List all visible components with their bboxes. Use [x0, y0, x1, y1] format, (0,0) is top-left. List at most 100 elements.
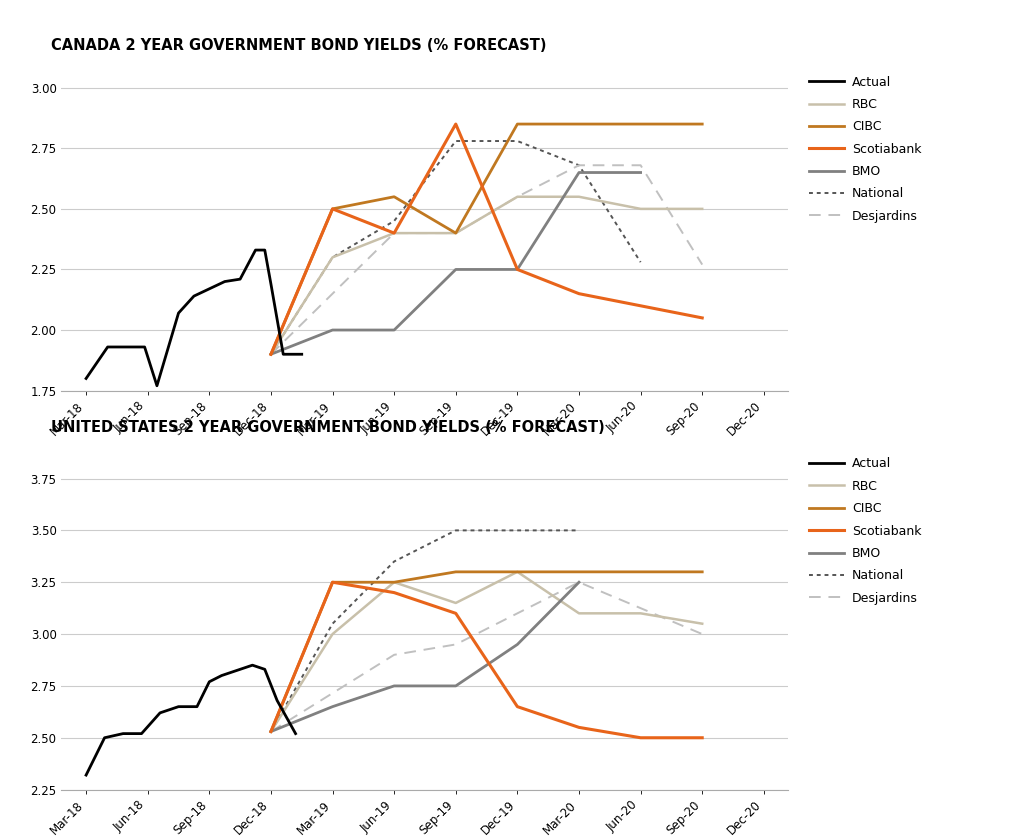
Desjardins	[450, 228, 462, 238]
Line: CIBC: CIBC	[271, 572, 702, 732]
RBC	[511, 567, 523, 577]
Desjardins	[450, 639, 462, 649]
Scotiabank	[572, 722, 585, 732]
BMO	[511, 265, 523, 275]
CIBC	[696, 119, 709, 129]
Actual	[101, 342, 114, 352]
CIBC	[635, 567, 647, 577]
BMO	[572, 167, 585, 177]
RBC	[450, 598, 462, 608]
Desjardins	[511, 192, 523, 202]
Actual	[172, 308, 184, 318]
Actual	[290, 728, 302, 738]
BMO	[265, 727, 278, 737]
CIBC	[265, 349, 278, 360]
National	[572, 525, 585, 535]
Actual	[172, 701, 184, 711]
Desjardins	[572, 160, 585, 171]
Scotiabank	[265, 727, 278, 737]
Scotiabank	[511, 701, 523, 711]
BMO	[450, 681, 462, 691]
RBC	[327, 629, 339, 639]
Line: BMO: BMO	[271, 582, 579, 732]
National	[388, 216, 400, 226]
CIBC	[388, 577, 400, 587]
BMO	[635, 167, 647, 177]
RBC	[572, 608, 585, 618]
Line: Desjardins: Desjardins	[271, 165, 702, 354]
Scotiabank	[327, 204, 339, 214]
Actual	[203, 677, 215, 687]
Line: Actual: Actual	[86, 250, 302, 386]
RBC	[572, 192, 585, 202]
Actual	[265, 279, 278, 289]
Actual	[247, 660, 259, 670]
RBC	[388, 577, 400, 587]
RBC	[696, 618, 709, 628]
RBC	[511, 192, 523, 202]
RBC	[450, 228, 462, 238]
Desjardins	[635, 160, 647, 171]
RBC	[635, 204, 647, 214]
BMO	[265, 349, 278, 360]
Scotiabank	[450, 608, 462, 618]
Scotiabank	[450, 119, 462, 129]
National	[265, 727, 278, 737]
Actual	[138, 342, 151, 352]
Legend: Actual, RBC, CIBC, Scotiabank, BMO, National, Desjardins: Actual, RBC, CIBC, Scotiabank, BMO, Nati…	[809, 458, 922, 605]
National	[572, 160, 585, 171]
CIBC	[450, 567, 462, 577]
Actual	[187, 291, 200, 301]
Line: Scotiabank: Scotiabank	[271, 582, 702, 738]
CIBC	[327, 204, 339, 214]
Line: Actual: Actual	[86, 665, 296, 775]
BMO	[572, 577, 585, 587]
Scotiabank	[635, 732, 647, 743]
Legend: Actual, RBC, CIBC, Scotiabank, BMO, National, Desjardins: Actual, RBC, CIBC, Scotiabank, BMO, Nati…	[809, 76, 922, 223]
RBC	[265, 727, 278, 737]
CIBC	[572, 119, 585, 129]
Actual	[120, 342, 132, 352]
Scotiabank	[388, 587, 400, 597]
Desjardins	[572, 577, 585, 587]
CIBC	[511, 567, 523, 577]
National	[450, 136, 462, 146]
National	[511, 136, 523, 146]
BMO	[388, 325, 400, 335]
Desjardins	[696, 629, 709, 639]
CIBC	[511, 119, 523, 129]
Line: National: National	[271, 141, 641, 354]
Actual	[98, 732, 111, 743]
CIBC	[388, 192, 400, 202]
RBC	[388, 228, 400, 238]
CIBC	[450, 228, 462, 238]
National	[265, 349, 278, 360]
Text: UNITED STATES 2 YEAR GOVERNMENT BOND YIELDS (% FORECAST): UNITED STATES 2 YEAR GOVERNMENT BOND YIE…	[51, 420, 605, 435]
Actual	[278, 349, 290, 360]
Scotiabank	[388, 228, 400, 238]
Actual	[135, 728, 147, 738]
RBC	[696, 204, 709, 214]
Scotiabank	[696, 312, 709, 323]
CIBC	[696, 567, 709, 577]
Desjardins	[696, 260, 709, 270]
Line: National: National	[271, 530, 579, 732]
Desjardins	[388, 228, 400, 238]
Line: RBC: RBC	[271, 197, 702, 354]
BMO	[450, 265, 462, 275]
RBC	[635, 608, 647, 618]
National	[511, 525, 523, 535]
Actual	[259, 664, 271, 675]
National	[635, 257, 647, 267]
National	[450, 525, 462, 535]
Text: CANADA 2 YEAR GOVERNMENT BOND YIELDS (% FORECAST): CANADA 2 YEAR GOVERNMENT BOND YIELDS (% …	[51, 38, 547, 53]
Scotiabank	[511, 265, 523, 275]
CIBC	[265, 727, 278, 737]
Actual	[296, 349, 308, 360]
Actual	[80, 374, 92, 384]
RBC	[265, 349, 278, 360]
CIBC	[327, 577, 339, 587]
National	[388, 556, 400, 566]
Line: Desjardins: Desjardins	[271, 582, 702, 732]
Actual	[215, 670, 227, 680]
